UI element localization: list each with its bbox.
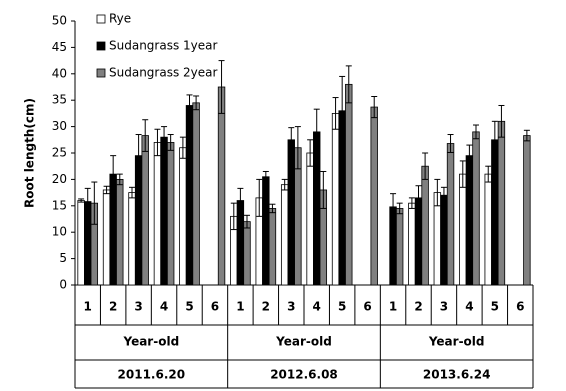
x-tick-label: 6 (211, 300, 219, 314)
y-tick-label: 50 (52, 14, 67, 28)
x-tick-label: 4 (313, 300, 321, 314)
x-tick-label: 1 (389, 300, 397, 314)
bar (440, 194, 448, 286)
bar (116, 178, 124, 286)
x-tick-label: 5 (338, 300, 346, 314)
bar (408, 202, 416, 286)
y-tick-label: 0 (59, 278, 67, 292)
bar (395, 208, 404, 286)
bar (306, 152, 314, 286)
x-tick-label: 3 (287, 300, 295, 314)
bar (153, 142, 162, 286)
bar (217, 86, 226, 286)
bar (287, 139, 295, 286)
legend-label: Rye (109, 12, 131, 26)
bar (465, 155, 474, 286)
bar (185, 105, 194, 286)
bar (421, 165, 429, 286)
bar (370, 106, 378, 286)
x-tick-label: 5 (491, 300, 499, 314)
legend-swatch (96, 41, 106, 51)
x-tick-label: 6 (363, 300, 371, 314)
bar (179, 147, 187, 286)
bar (345, 83, 353, 286)
y-tick-label: 20 (52, 172, 67, 186)
bar (484, 173, 492, 286)
y-tick-label: 35 (52, 93, 67, 107)
y-tick-label: 15 (52, 198, 67, 212)
bar (192, 102, 200, 286)
x-tick-label: 3 (134, 300, 142, 314)
y-axis-label: Root length(cm) (23, 98, 37, 208)
x-tick-label: 5 (185, 300, 193, 314)
x-tick-label: 2 (262, 300, 270, 314)
group-label: Year-old (275, 335, 332, 349)
x-tick-label: 2 (109, 300, 117, 314)
bar (236, 200, 245, 286)
y-tick-label: 25 (52, 146, 67, 160)
bar (446, 143, 455, 286)
legend-swatch (96, 68, 106, 78)
y-tick-label: 40 (52, 66, 67, 80)
bar (243, 221, 251, 286)
x-tick-label: 4 (465, 300, 473, 314)
bar (472, 131, 480, 286)
bar (128, 192, 136, 286)
bar (414, 197, 423, 286)
bar (523, 135, 531, 286)
x-tick-label: 4 (160, 300, 168, 314)
bar (102, 189, 111, 286)
x-tick-label: 6 (516, 300, 524, 314)
legend-label: Sudangrass 2year (109, 66, 217, 80)
y-tick-label: 45 (52, 40, 67, 54)
bar (141, 135, 149, 286)
y-tick-label: 10 (52, 225, 67, 239)
legend-swatch (96, 14, 106, 24)
group-label: Year-old (122, 335, 179, 349)
bar (433, 192, 442, 286)
legend-label: Sudangrass 1year (109, 39, 217, 53)
x-tick-label: 3 (440, 300, 448, 314)
x-tick-label: 1 (84, 300, 92, 314)
group-name: 2011.6.20 (118, 368, 186, 382)
bar (280, 184, 289, 286)
bar (262, 176, 270, 286)
bar (491, 139, 499, 286)
y-tick-label: 30 (52, 119, 67, 133)
bar (459, 173, 467, 286)
bar (160, 136, 168, 286)
x-tick-label: 1 (236, 300, 244, 314)
bar (268, 208, 277, 286)
bar (77, 200, 85, 286)
y-tick-label: 5 (59, 251, 67, 265)
bar (331, 113, 340, 286)
bar (166, 142, 175, 286)
group-name: 2013.6.24 (423, 368, 491, 382)
group-name: 2012.6.08 (270, 368, 338, 382)
bar (497, 120, 506, 286)
x-tick-label: 2 (414, 300, 422, 314)
group-label: Year-old (428, 335, 485, 349)
